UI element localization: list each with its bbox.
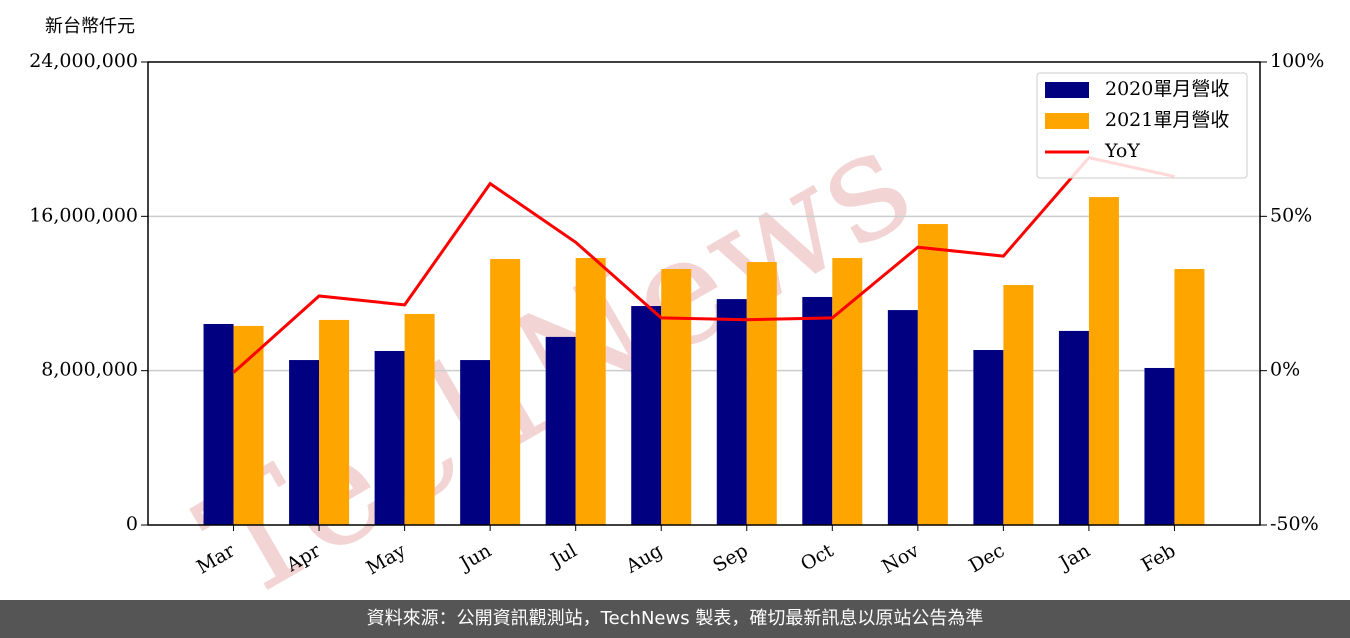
bar xyxy=(490,258,521,525)
legend-label: 2020單月營收 xyxy=(1105,78,1229,100)
y-tick-label: 8,000,000 xyxy=(41,359,138,381)
bar xyxy=(319,319,350,525)
x-tick-label: Feb xyxy=(1138,540,1180,577)
bar xyxy=(1003,285,1034,525)
bar xyxy=(233,325,264,525)
x-tick-label: Jul xyxy=(545,540,580,573)
bar xyxy=(802,296,833,525)
legend-swatch xyxy=(1045,113,1089,129)
x-tick-label: Sep xyxy=(709,540,752,577)
bar xyxy=(545,336,576,525)
y-tick-label: 24,000,000 xyxy=(29,50,138,72)
bar xyxy=(716,299,747,525)
x-tick-label: Nov xyxy=(878,539,923,578)
chart: TechNews 新台幣仟元 08,000,00016,000,00024,00… xyxy=(29,16,1324,636)
bar xyxy=(661,268,692,525)
y2-tick-label: -50% xyxy=(1270,513,1319,535)
plot-frame xyxy=(147,61,1261,526)
bar xyxy=(887,310,918,525)
bar xyxy=(1174,268,1205,525)
x-tick-label: Aug xyxy=(621,540,666,579)
bar xyxy=(1058,330,1089,525)
bar xyxy=(1088,197,1119,525)
bar xyxy=(1144,367,1175,525)
legend: 2020單月營收 2021單月營收 YoY xyxy=(1036,72,1248,179)
bar xyxy=(973,350,1004,525)
bar xyxy=(289,360,320,525)
bar xyxy=(460,360,491,525)
bar xyxy=(575,258,606,525)
bar xyxy=(746,262,777,525)
bar xyxy=(917,224,948,526)
legend-box xyxy=(1036,72,1248,179)
x-tick-label: Dec xyxy=(965,540,1008,578)
legend-label: YoY xyxy=(1104,140,1140,162)
y-tick-label: 0 xyxy=(126,513,138,535)
line xyxy=(232,156,1175,374)
bar xyxy=(203,323,234,525)
y2-tick-label: 0% xyxy=(1270,359,1300,381)
bar xyxy=(404,313,435,525)
x-tick-label: Oct xyxy=(797,539,838,575)
x-tick-label: Jan xyxy=(1054,540,1094,576)
legend-swatch xyxy=(1045,82,1089,98)
legend-label: 2021單月營收 xyxy=(1105,109,1229,131)
bar xyxy=(832,258,863,525)
bar xyxy=(631,306,662,525)
unit-label: 新台幣仟元 xyxy=(45,16,135,37)
footer: 資料來源：公開資訊觀測站，TechNews 製表，確切最新訊息以原站公告為準 xyxy=(0,600,1350,638)
bar xyxy=(374,350,405,525)
y2-tick-label: 100% xyxy=(1270,50,1324,72)
y-tick-label: 16,000,000 xyxy=(29,204,138,226)
x-tick-label: Jun xyxy=(455,540,496,576)
y2-tick-label: 50% xyxy=(1270,204,1312,226)
